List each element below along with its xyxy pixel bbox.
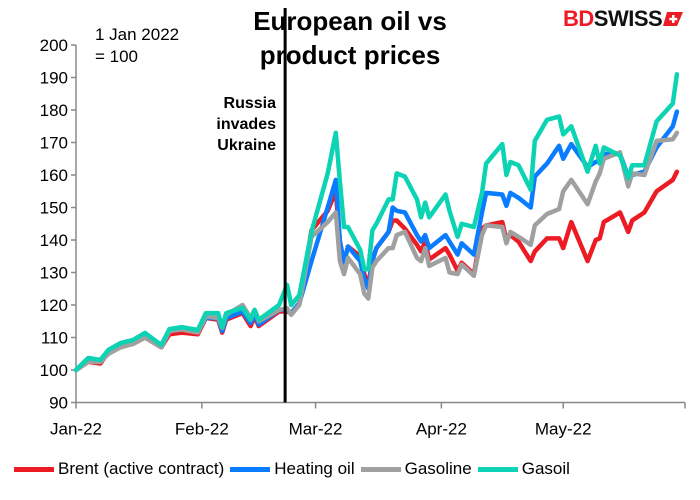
y-tick-label: 150 [40, 199, 68, 218]
legend-swatch-gasoline [360, 466, 401, 472]
x-tick-label: Apr-22 [416, 420, 467, 439]
y-tick-label: 140 [40, 231, 68, 250]
annotation-line-2: invades [216, 116, 276, 133]
legend-label-gasoil: Gasoil [521, 459, 570, 478]
y-tick-label: 120 [40, 296, 68, 315]
annotation-line-3: Ukraine [217, 137, 276, 154]
y-tick-label: 170 [40, 134, 68, 153]
index-note: 1 Jan 2022 = 100 [95, 24, 179, 68]
chart-title: European oil vs product prices [200, 4, 500, 72]
x-tick-label: Jan-22 [50, 420, 102, 439]
note-line-1: 1 Jan 2022 [95, 25, 180, 44]
bdswiss-logo: BD SWISS [563, 6, 684, 32]
swiss-cross-flag-icon [663, 12, 684, 26]
y-tick-label: 110 [41, 329, 68, 348]
series-line-gasoline [73, 130, 680, 373]
axes: 90 100 110 120 130 140 150 160 170 180 190 200 Jan-2… [40, 36, 686, 439]
logo-text-swiss: SWISS [593, 6, 663, 31]
logo-text-bd: BD [563, 6, 594, 31]
x-tick-label: Mar-22 [289, 420, 343, 439]
legend-swatch-gasoil [477, 466, 518, 472]
x-tick-label: Feb-22 [175, 420, 229, 439]
legend: Brent (active contract) Heating oil Gaso… [14, 459, 576, 479]
series-line-gasoil [73, 72, 680, 373]
legend-label-brent: Brent (active contract) [58, 459, 225, 478]
legend-swatch-heating-oil [230, 466, 271, 472]
y-tick-label: 90 [49, 394, 68, 413]
legend-item-brent: Brent (active contract) [14, 459, 224, 479]
annotation-line-1: Russia [223, 95, 276, 112]
y-tick-label: 200 [40, 36, 68, 55]
y-tick-label: 190 [40, 69, 68, 88]
y-tick-label: 130 [40, 264, 68, 283]
legend-item-heating-oil: Heating oil [230, 459, 355, 479]
legend-swatch-brent [14, 466, 54, 472]
invasion-annotation: Russia invades Ukraine [180, 93, 276, 156]
y-tick-label: 180 [40, 101, 68, 120]
x-tick-label: May-22 [535, 420, 592, 439]
legend-label-gasoline: Gasoline [404, 459, 472, 478]
title-line-2: product prices [259, 40, 441, 70]
title-line-1: European oil vs [253, 6, 447, 36]
legend-item-gasoil: Gasoil [477, 459, 570, 479]
legend-label-heating-oil: Heating oil [274, 459, 355, 478]
note-line-2: = 100 [95, 47, 139, 66]
y-tick-label: 160 [40, 166, 68, 185]
series-lines [73, 72, 680, 373]
legend-item-gasoline: Gasoline [360, 459, 472, 479]
y-tick-label: 100 [40, 361, 68, 380]
